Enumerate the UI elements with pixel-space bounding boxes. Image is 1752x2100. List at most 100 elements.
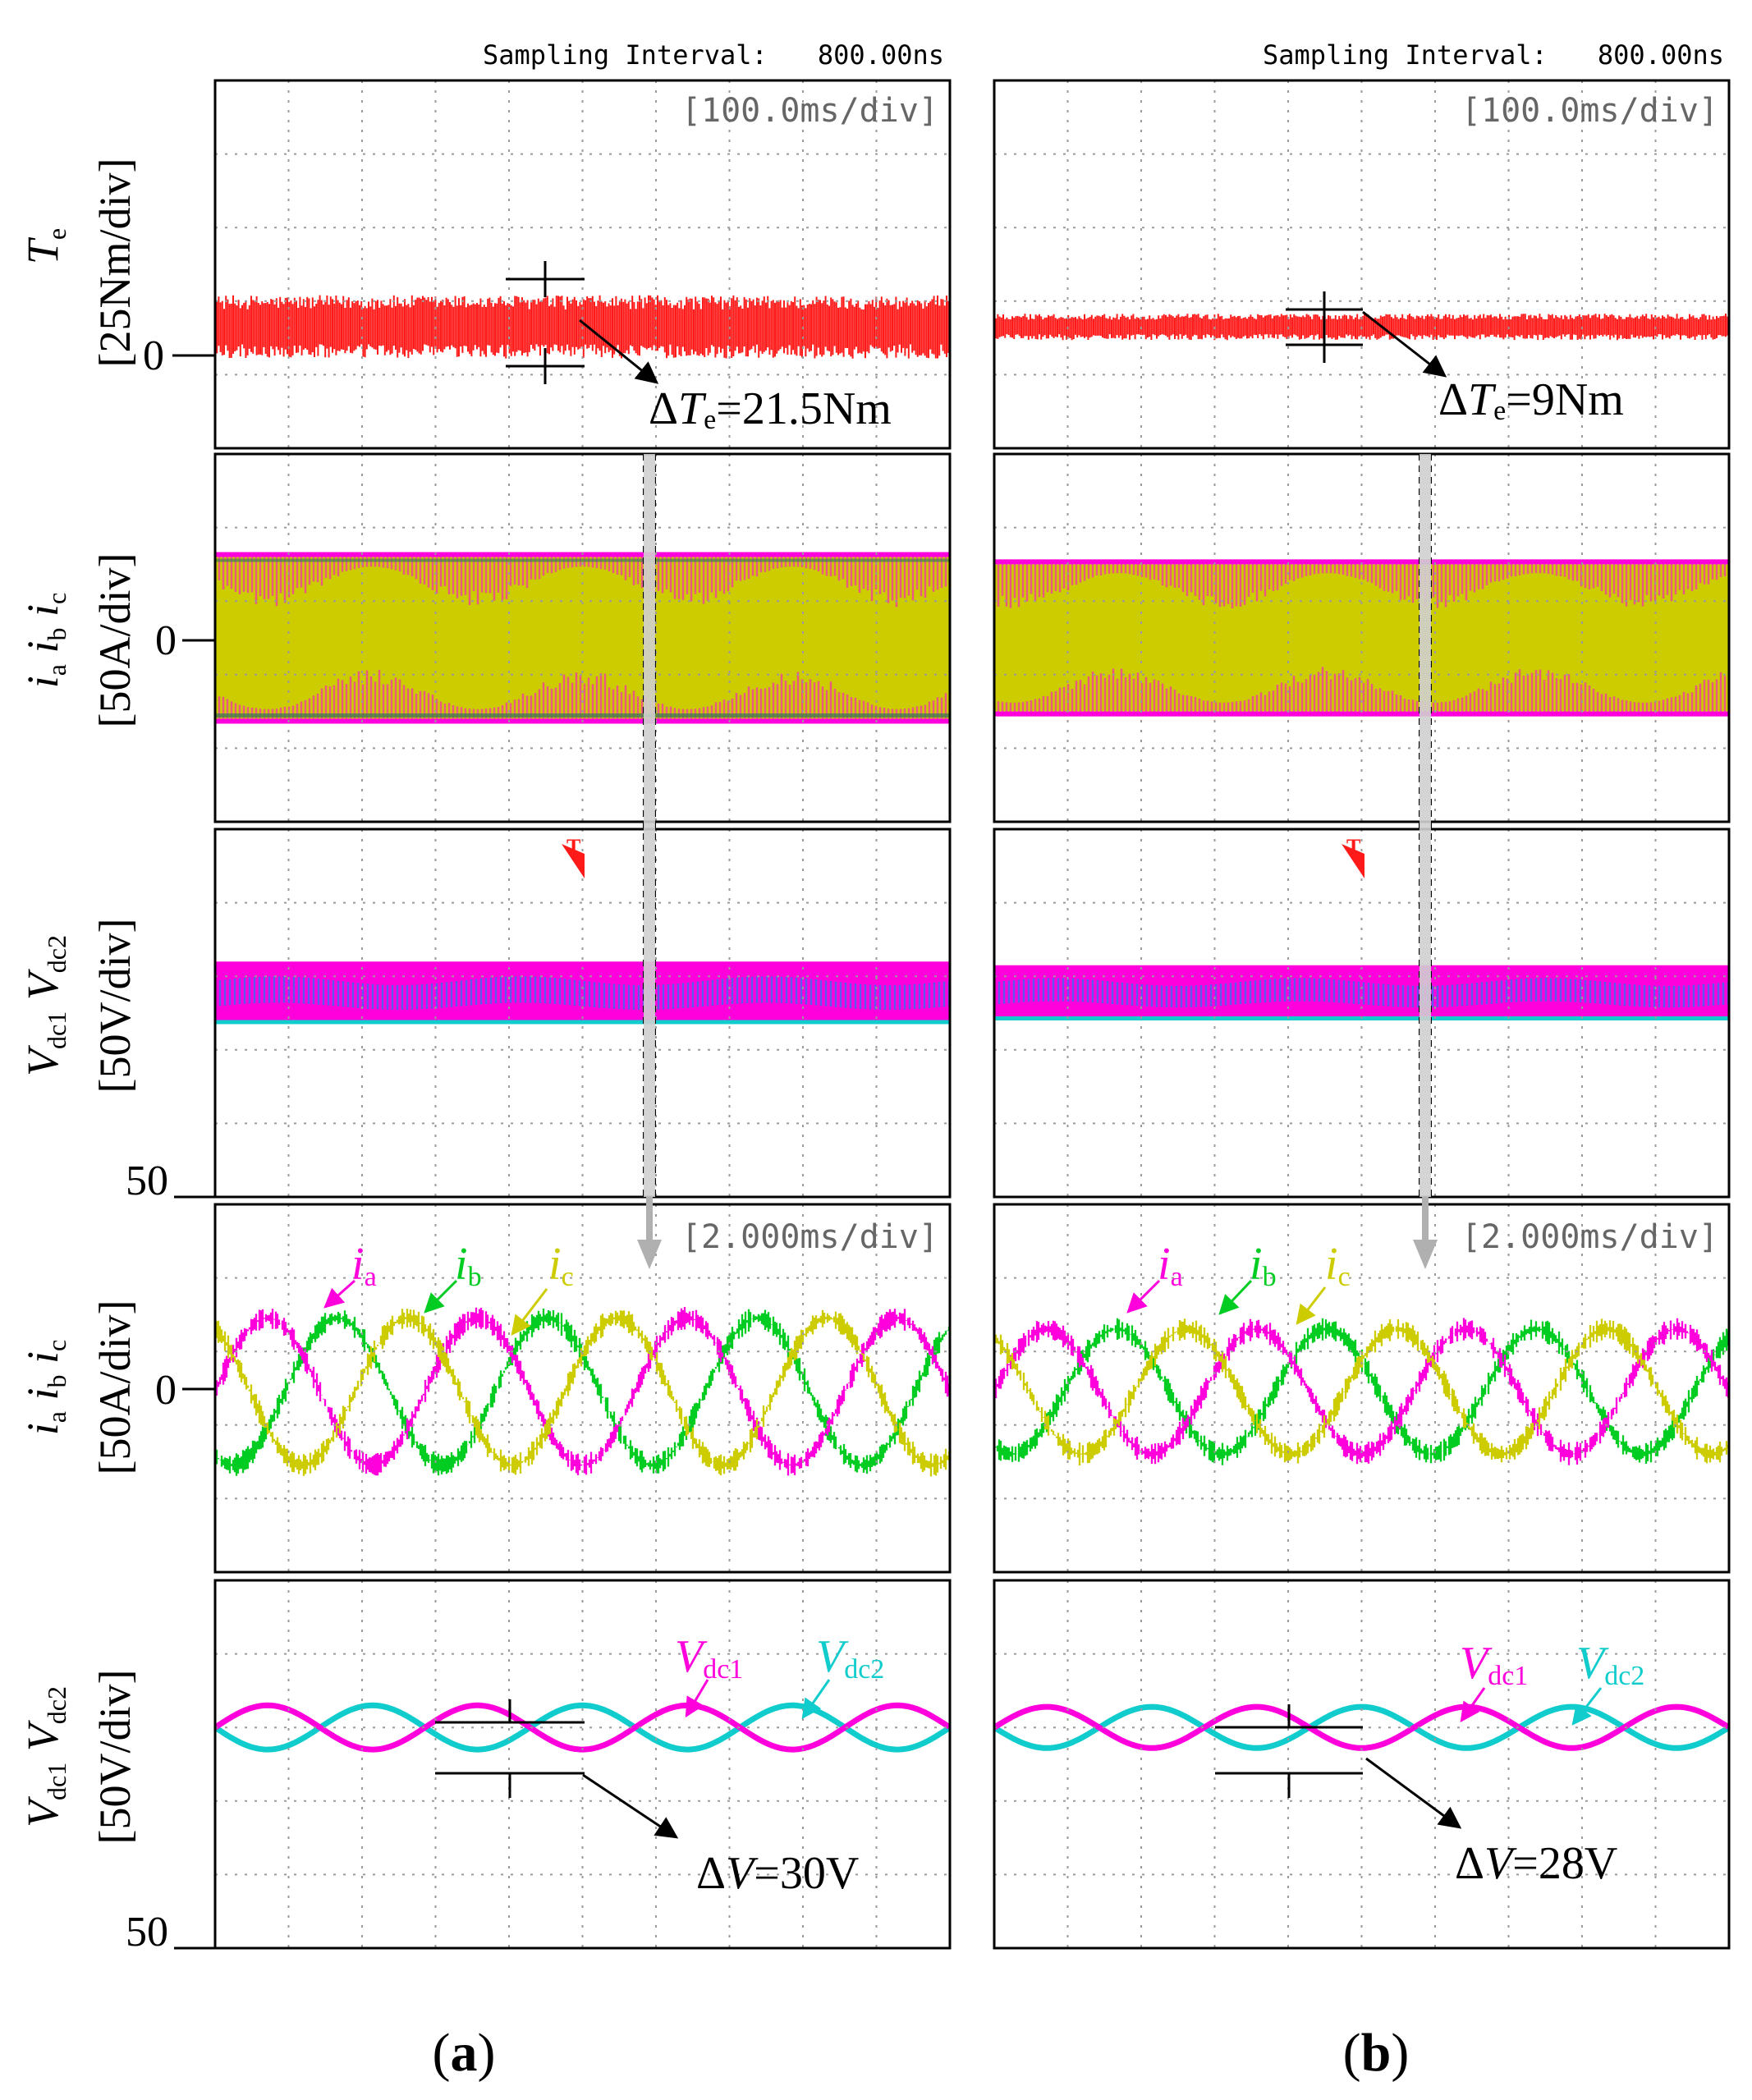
current-labels-b: ia ib ic <box>1126 1239 1351 1325</box>
frame-layer <box>213 79 1731 1950</box>
svg-text:Te: Te <box>18 228 71 264</box>
vdc-labels-b: Vdc1 Vdc2 <box>1460 1638 1644 1726</box>
sampling-value-b: 800.00ns <box>1598 39 1724 71</box>
svg-text:Vdc1: Vdc1 <box>1460 1638 1528 1691</box>
zoom-arrow-a <box>637 454 662 1269</box>
svg-text:Vdc1 Vdc2: Vdc1 Vdc2 <box>18 1686 71 1827</box>
a-te-trace <box>215 295 950 359</box>
te-delta-label-a: ΔTe=21.5Nm <box>649 383 892 435</box>
b-ic-fast-trace <box>994 1318 1729 1465</box>
sampling-value-a: 800.00ns <box>818 39 944 71</box>
caption-a: (a) <box>433 2023 496 2083</box>
svg-text:Vdc2: Vdc2 <box>1576 1638 1644 1691</box>
panel-a-vdc-slow-frame <box>213 828 952 1199</box>
trigger-marker-b: T <box>1342 835 1364 878</box>
trigger-marker-a: T <box>562 835 585 878</box>
svg-text:ia: ia <box>1158 1239 1183 1292</box>
svg-text:[50A/div]: [50A/div] <box>90 1300 140 1475</box>
svg-text:ib: ib <box>455 1239 482 1292</box>
dv-label-a: ΔV=30V <box>696 1848 859 1899</box>
b-ib-slow-trace <box>994 667 1729 717</box>
ylabel-vdc-2: Vdc1 Vdc2 [50V/div] <box>18 1670 140 1845</box>
svg-text:[50V/div]: [50V/div] <box>90 1670 140 1845</box>
panel-b-iabc-fast-grid <box>994 1204 1729 1572</box>
b-ia-fast-trace <box>994 1318 1729 1465</box>
panel-b-Te-traces <box>994 314 1729 341</box>
ylabel-iabc-1: ia ib ic [50A/div] <box>18 553 140 728</box>
timebase-b-slow: [100.0ms/div] <box>1461 92 1718 130</box>
panel-a-vdc-fast-frame <box>213 1579 952 1950</box>
tick-zero-te: 0 <box>143 332 164 379</box>
svg-text:T: T <box>1346 835 1360 859</box>
ylabel-vdc-1: Vdc1 Vdc2 [50V/div] <box>18 919 140 1094</box>
panel-a-vdc-slow-grid <box>215 829 950 1197</box>
panel-b-vdc-fast-grid <box>994 1580 1729 1948</box>
panel-b-iabc-slow-grid <box>994 454 1729 822</box>
panel-a-Te-grid <box>215 80 950 448</box>
svg-text:Vdc1: Vdc1 <box>675 1631 743 1685</box>
a-vdc2-fast-trace <box>215 1702 950 1753</box>
panel-a-vdc-fast-grid <box>215 1580 950 1948</box>
sampling-label-a: Sampling Interval: <box>483 39 768 71</box>
svg-text:ib: ib <box>1250 1239 1277 1292</box>
panel-a-Te-traces <box>215 295 950 359</box>
b-vdc-mix-trace <box>994 978 1729 1008</box>
timebase-a-slow: [100.0ms/div] <box>681 92 938 130</box>
dv-marker-b <box>1215 1704 1462 1829</box>
panel-a-iabc-slow-frame <box>213 452 952 823</box>
a-ic-fast-trace <box>215 1309 950 1477</box>
tick-bottom-vdc-fast: 50 <box>126 1909 168 1956</box>
svg-text:T: T <box>566 835 580 859</box>
ylabel-te: Te [25Nm/div] <box>18 158 140 368</box>
ylabel-iabc-2: ia ib ic [50A/div] <box>18 1300 140 1475</box>
panel-b-vdc-slow-grid <box>994 829 1729 1197</box>
svg-text:Vdc2: Vdc2 <box>816 1631 884 1685</box>
b-vdc2-fast-trace <box>994 1703 1729 1751</box>
vdc-labels-a: Vdc1 Vdc2 <box>675 1631 884 1719</box>
svg-text:Vdc1 Vdc2: Vdc1 Vdc2 <box>18 935 71 1076</box>
panel-b-iabc-slow-frame <box>993 452 1731 823</box>
svg-text:[50V/div]: [50V/div] <box>90 919 140 1094</box>
tick-zero-iabc: 0 <box>155 617 177 664</box>
panel-a-Te-frame <box>213 79 952 450</box>
svg-text:ia ib ic: ia ib ic <box>18 593 71 688</box>
panel-b-iabc-fast-frame <box>993 1203 1731 1574</box>
grid-layer <box>215 80 1729 1948</box>
panel-b-iabc-slow-traces <box>994 559 1729 717</box>
caption-b: (b) <box>1343 2023 1410 2083</box>
panel-b-vdc-fast-frame <box>993 1579 1731 1950</box>
a-ia-fast-trace <box>215 1307 950 1476</box>
svg-text:[50A/div]: [50A/div] <box>90 553 140 728</box>
svg-text:[25Nm/div]: [25Nm/div] <box>90 158 140 368</box>
panel-a-vdc-slow-traces <box>215 961 950 1025</box>
te-delta-b <box>1286 291 1447 378</box>
svg-text:ia ib ic: ia ib ic <box>18 1340 71 1435</box>
svg-text:ic: ic <box>548 1239 574 1292</box>
panel-b-Te-grid <box>994 80 1729 448</box>
timebase-a-fast: [2.000ms/div] <box>681 1218 938 1256</box>
dv-label-b: ΔV=28V <box>1455 1838 1617 1889</box>
trace-layer <box>215 295 1729 1753</box>
y-ticks: 0 0 50 0 50 <box>126 332 215 1956</box>
tick-zero-iabc-fast: 0 <box>155 1367 177 1414</box>
zoom-arrow-b <box>1413 454 1438 1269</box>
dv-marker-a <box>435 1699 679 1839</box>
svg-text:ia: ia <box>351 1239 377 1292</box>
panel-b-vdc-slow-traces <box>994 965 1729 1020</box>
tick-bottom-vdc: 50 <box>126 1158 168 1204</box>
timebase-b-fast: [2.000ms/div] <box>1461 1218 1718 1256</box>
panel-b-vdc-slow-frame <box>993 828 1731 1199</box>
panel-b-Te-frame <box>993 79 1731 450</box>
panel-a-iabc-fast-grid <box>215 1204 950 1572</box>
svg-text:ic: ic <box>1325 1239 1351 1292</box>
a-vdc-mix-trace <box>215 976 950 1011</box>
panel-a-iabc-slow-traces <box>215 552 950 724</box>
sampling-label-b: Sampling Interval: <box>1263 39 1548 71</box>
current-labels-a: ia ib ic <box>323 1239 574 1336</box>
b-te-trace <box>994 314 1729 341</box>
te-delta-label-b: ΔTe=9Nm <box>1438 374 1624 426</box>
panel-a-iabc-fast-frame <box>213 1203 952 1574</box>
te-delta-a <box>506 261 659 384</box>
b-ia-slow-trace <box>994 561 1729 609</box>
